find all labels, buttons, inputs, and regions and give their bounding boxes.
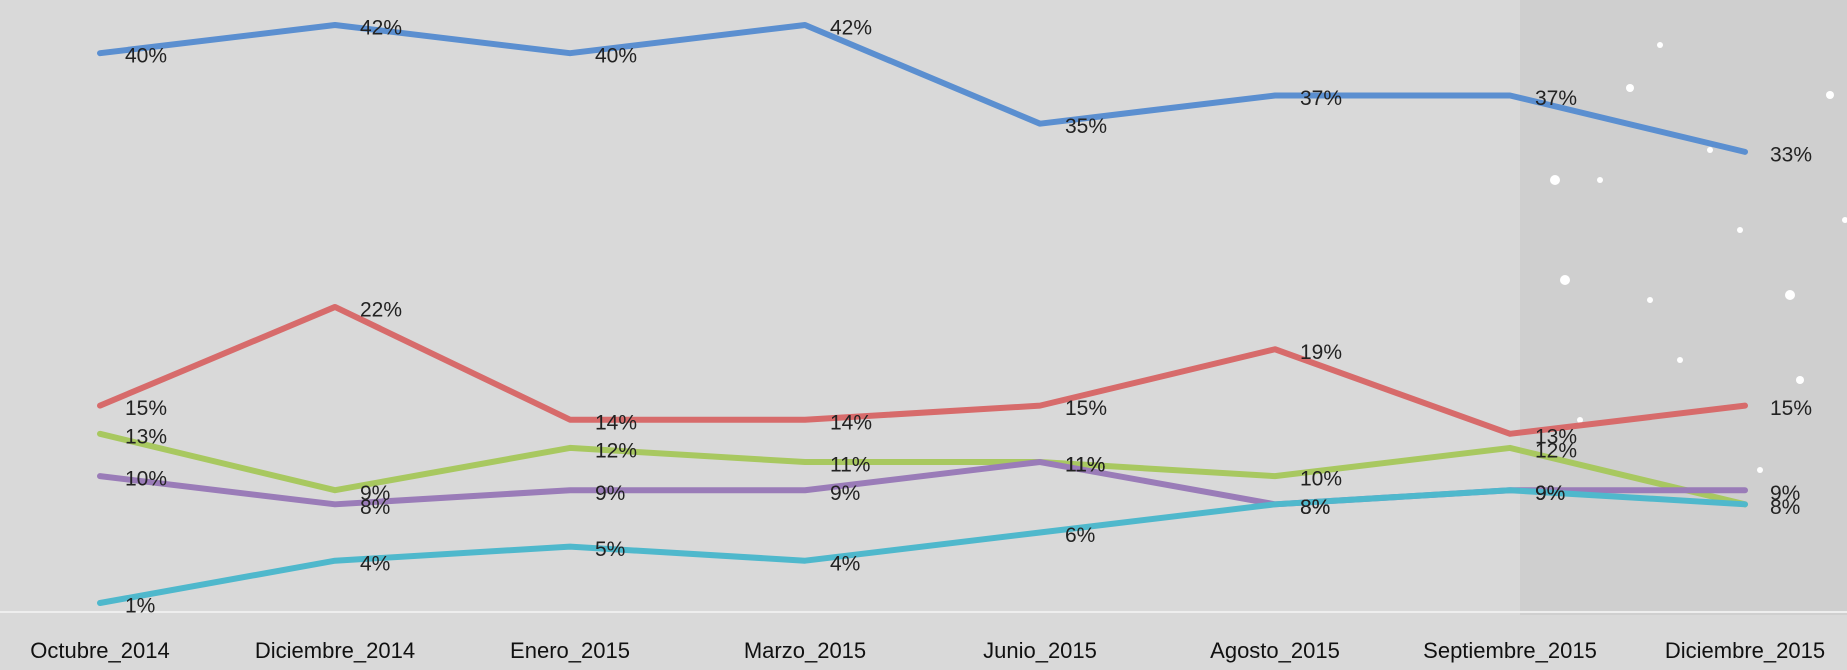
data-label: 11% xyxy=(1065,454,1105,477)
data-label: 22% xyxy=(360,298,402,321)
data-label: 5% xyxy=(595,538,625,561)
decoration xyxy=(1520,0,1847,615)
decoration-dots xyxy=(1550,42,1847,473)
data-label: 15% xyxy=(1770,397,1812,420)
x-tick-label: Marzo_2015 xyxy=(744,638,866,663)
x-tick-label: Diciembre_2014 xyxy=(255,638,415,663)
x-tick-label: Enero_2015 xyxy=(510,638,630,663)
data-label: 42% xyxy=(360,17,402,40)
data-label: 1% xyxy=(125,595,155,618)
data-label: 4% xyxy=(830,552,860,575)
data-label: 42% xyxy=(830,17,872,40)
data-label: 12% xyxy=(595,439,637,462)
series-line xyxy=(97,430,1748,508)
x-tick-label: Diciembre_2015 xyxy=(1665,638,1825,663)
data-label: 9% xyxy=(1535,482,1565,505)
series-line xyxy=(97,459,1748,508)
data-label: 6% xyxy=(1065,524,1095,547)
x-tick-label: Junio_2015 xyxy=(983,638,1097,663)
data-label: 40% xyxy=(595,45,637,68)
data-label: 13% xyxy=(125,425,167,448)
x-tick-label: Agosto_2015 xyxy=(1210,638,1340,663)
data-label: 15% xyxy=(1065,397,1107,420)
data-label: 37% xyxy=(1300,87,1342,110)
data-label: 9% xyxy=(595,482,625,505)
data-label: 40% xyxy=(125,45,167,68)
series-line xyxy=(97,22,1748,155)
series-line xyxy=(97,303,1748,437)
data-label: 12% xyxy=(1535,439,1577,462)
data-label: 9% xyxy=(830,482,860,505)
series-line xyxy=(97,487,1748,606)
data-label: 4% xyxy=(360,552,390,575)
data-label: 33% xyxy=(1770,143,1812,166)
x-tick-label: Octubre_2014 xyxy=(30,638,169,663)
data-label: 8% xyxy=(1300,496,1330,519)
x-tick-label: Septiembre_2015 xyxy=(1423,638,1597,663)
data-label: 35% xyxy=(1065,115,1107,138)
data-label: 19% xyxy=(1300,341,1342,364)
data-label: 10% xyxy=(125,468,167,491)
data-label: 9% xyxy=(1535,482,1565,505)
data-label: 8% xyxy=(1300,496,1330,519)
data-label: 14% xyxy=(830,411,872,434)
data-label: 9% xyxy=(360,482,390,505)
data-label: 13% xyxy=(1535,425,1577,448)
data-label: 14% xyxy=(595,411,637,434)
data-label: 15% xyxy=(125,397,167,420)
data-label: 10% xyxy=(1300,468,1342,491)
data-label: 8% xyxy=(360,496,390,519)
data-label: 8% xyxy=(1770,496,1800,519)
data-label: 37% xyxy=(1535,87,1577,110)
data-label: 11% xyxy=(1065,454,1105,477)
data-label: 9% xyxy=(1770,482,1800,505)
data-label: 11% xyxy=(830,454,870,477)
